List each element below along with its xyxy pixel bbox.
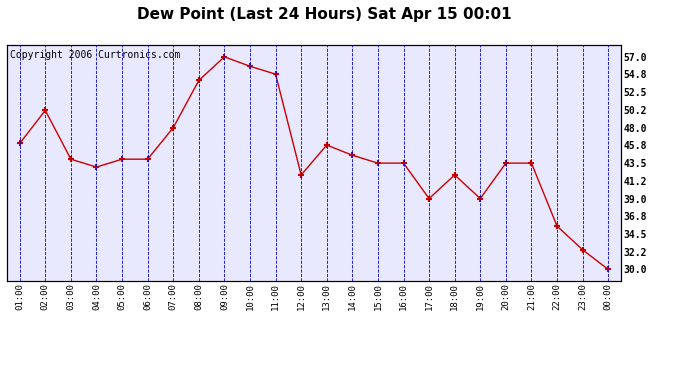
Text: Dew Point (Last 24 Hours) Sat Apr 15 00:01: Dew Point (Last 24 Hours) Sat Apr 15 00:… — [137, 8, 511, 22]
Text: Copyright 2006 Curtronics.com: Copyright 2006 Curtronics.com — [10, 50, 180, 60]
